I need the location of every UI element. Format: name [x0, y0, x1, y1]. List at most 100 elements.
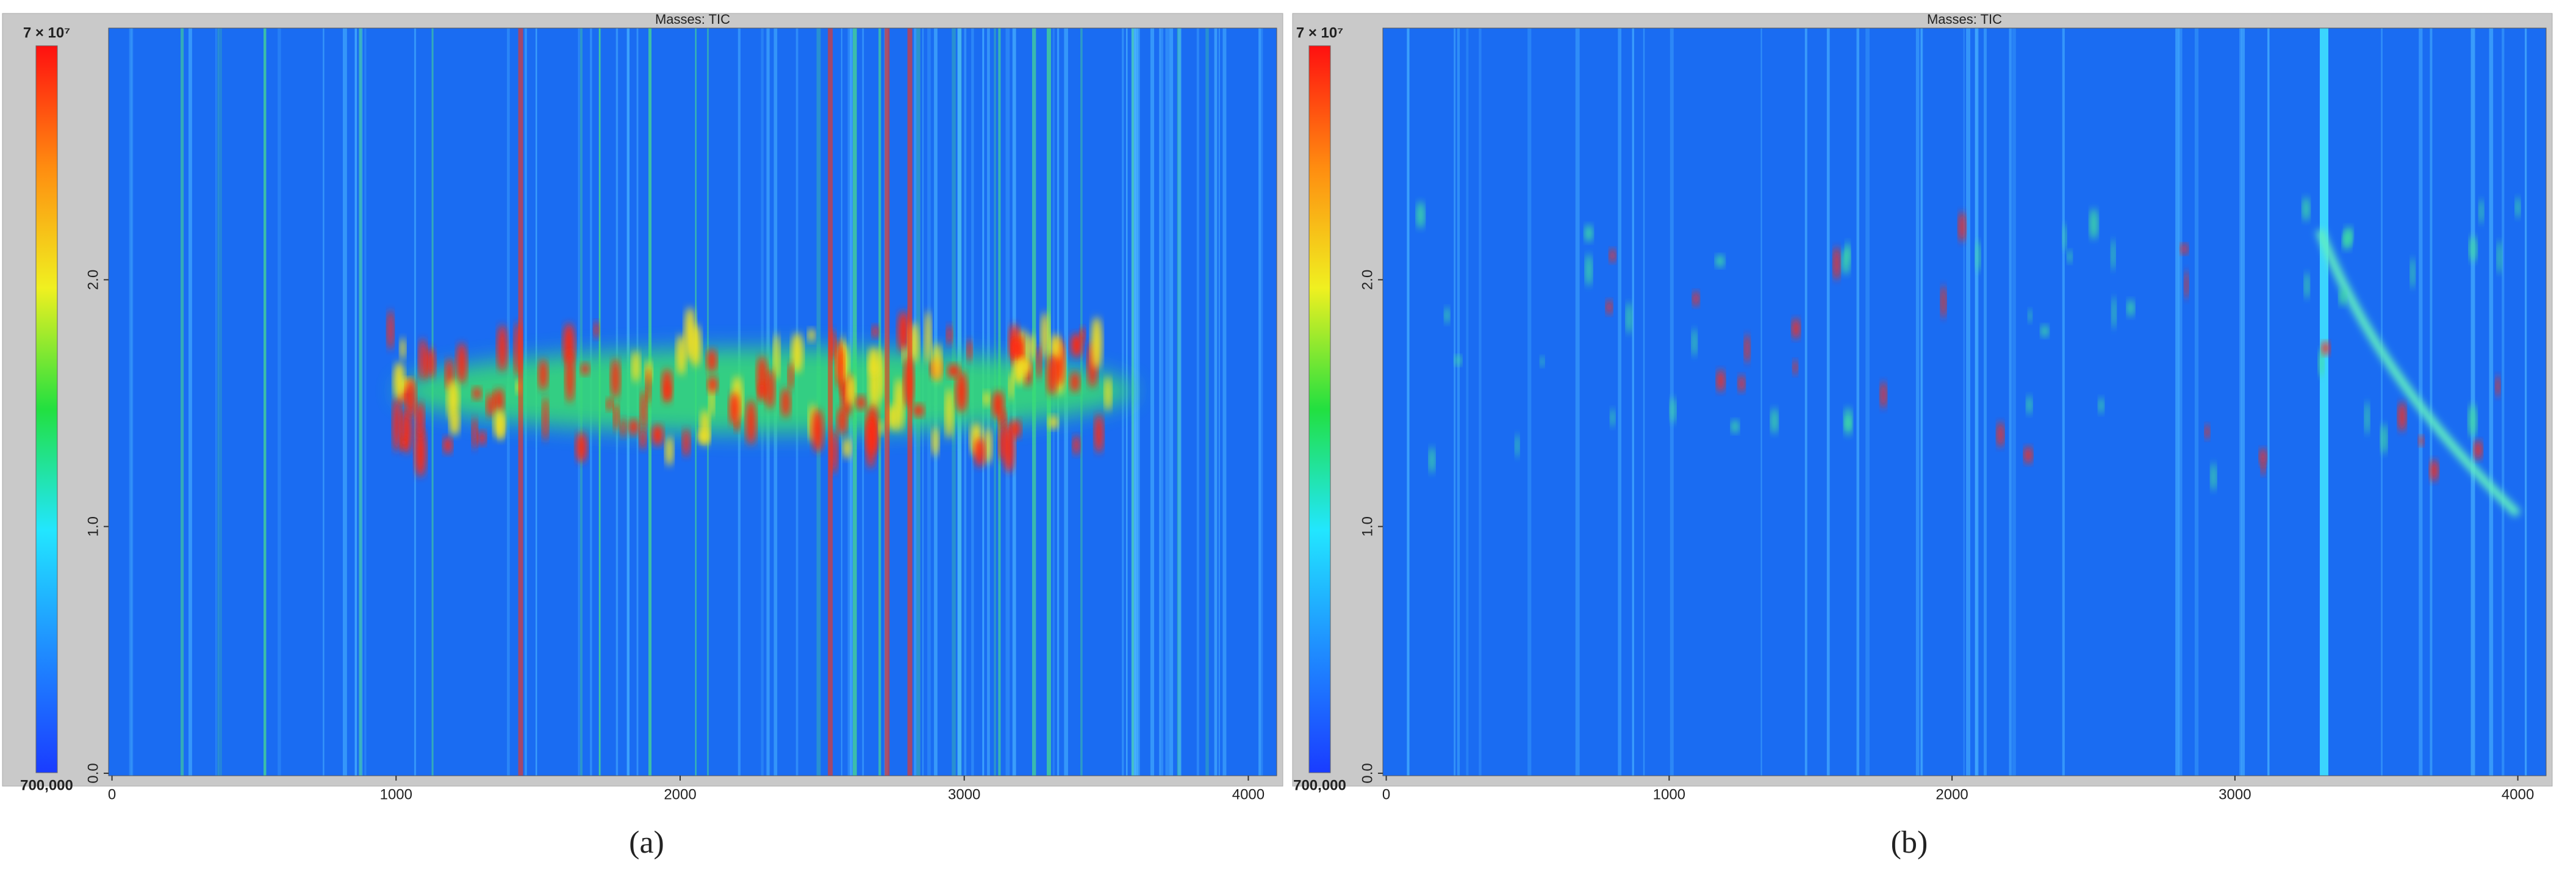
texture-blob [2303, 197, 2309, 222]
texture-blob [945, 388, 953, 439]
texture-streak [264, 28, 267, 776]
texture-streak [1804, 28, 1807, 776]
texture-streak [1136, 28, 1140, 776]
texture-blob [846, 375, 856, 406]
texture-streak [1407, 28, 1410, 776]
texture-streak [2267, 28, 2270, 776]
texture-streak [1479, 28, 1482, 776]
texture-blob [447, 380, 459, 421]
texture-blob [2090, 208, 2098, 240]
plot-border [1382, 27, 2547, 776]
texture-blob [581, 363, 589, 375]
texture-blob [486, 392, 495, 417]
texture-streak [1856, 28, 1859, 776]
texture-blob [924, 310, 931, 364]
x-tick-label: 1000 [380, 786, 412, 803]
texture-line [907, 28, 913, 776]
texture-blob [2127, 299, 2134, 317]
texture-blob [645, 368, 651, 405]
texture-line [2319, 28, 2328, 776]
texture-streak [1205, 28, 1209, 776]
texture-streak [1975, 28, 1979, 776]
texture-blob [2184, 270, 2189, 300]
texture-blob [698, 430, 709, 443]
texture-streak [1643, 28, 1645, 776]
texture-line [828, 28, 833, 776]
texture-blob [791, 332, 803, 374]
texture-blob [2497, 240, 2502, 274]
texture-blob [1515, 434, 1519, 458]
texture-blob [1003, 423, 1014, 473]
texture-blob [1070, 372, 1080, 392]
texture-blob [1008, 372, 1014, 400]
texture-blob [1771, 408, 1778, 434]
texture-streak [188, 28, 192, 776]
x-tick-label: 4000 [1232, 786, 1265, 803]
texture-blob [2098, 397, 2104, 414]
texture-streak [1760, 28, 1762, 776]
caption: (b) [1891, 825, 1928, 860]
texture-blob [1997, 422, 2004, 447]
texture-blob [443, 436, 453, 454]
plot-area [1383, 28, 2546, 776]
texture-blob [745, 399, 756, 445]
texture-blob [1094, 414, 1103, 453]
texture-blob [2469, 403, 2477, 437]
texture-streak [1966, 28, 1971, 776]
texture-blob [2112, 296, 2116, 329]
texture-blob [1717, 369, 1725, 392]
texture-blob [1429, 446, 1435, 474]
texture-blob [887, 404, 898, 431]
texture-blob [2364, 401, 2370, 435]
texture-streak [2178, 28, 2183, 776]
texture-blob [946, 325, 952, 345]
texture-blob [472, 387, 481, 400]
y-tick-label: 1.0 [85, 516, 101, 536]
texture-blob [931, 427, 939, 457]
colorbar-label: 700,000 [20, 777, 73, 793]
texture-blob [613, 402, 619, 431]
texture-blob [1793, 359, 1798, 375]
texture-blob [1845, 241, 1850, 262]
texture-blob [392, 397, 401, 452]
texture-streak [1218, 28, 1220, 776]
texture-blob [2381, 423, 2387, 455]
texture-streak [354, 28, 357, 776]
texture-blob [2479, 199, 2484, 224]
texture-streak [323, 28, 325, 776]
texture-blob [1670, 397, 1676, 424]
texture-blob [1880, 381, 1887, 409]
texture-streak [2194, 28, 2199, 776]
y-tick-label: 2.0 [1359, 270, 1376, 290]
texture-blob [1104, 376, 1112, 411]
texture-blob [1027, 333, 1035, 361]
texture-blob [1610, 408, 1615, 427]
x-tick-label: 2000 [664, 786, 696, 803]
texture-blob [611, 358, 620, 399]
texture-streak [181, 28, 184, 776]
texture-blob [2041, 325, 2048, 338]
texture-blob [1606, 300, 1612, 315]
texture-streak [1575, 28, 1580, 776]
texture-blob [2024, 446, 2032, 464]
texture-blob [2067, 250, 2072, 263]
texture-blob [2259, 448, 2267, 465]
texture-blob [2342, 232, 2352, 250]
texture-streak [2239, 28, 2242, 776]
texture-blob [856, 395, 866, 410]
texture-blob [661, 369, 672, 403]
texture-blob [1745, 334, 1750, 363]
texture-blob [2211, 463, 2216, 491]
texture-streak [2241, 28, 2245, 776]
texture-blob [538, 359, 548, 391]
texture-streak [220, 28, 222, 776]
texture-streak [1963, 28, 1965, 776]
texture-streak [1983, 28, 1987, 776]
texture-blob [2339, 288, 2346, 306]
texture-blob [1975, 240, 1981, 273]
texture-blob [406, 378, 416, 417]
texture-streak [1618, 28, 1622, 776]
texture-blob [1091, 317, 1102, 370]
texture-streak [1159, 28, 1162, 776]
texture-streak [2470, 28, 2475, 776]
